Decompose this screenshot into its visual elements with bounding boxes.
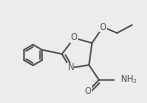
Text: NH$_2$: NH$_2$ — [120, 74, 138, 86]
Text: N: N — [67, 64, 73, 73]
Text: O: O — [85, 87, 91, 95]
Text: O: O — [100, 22, 106, 32]
Text: O: O — [71, 33, 77, 43]
